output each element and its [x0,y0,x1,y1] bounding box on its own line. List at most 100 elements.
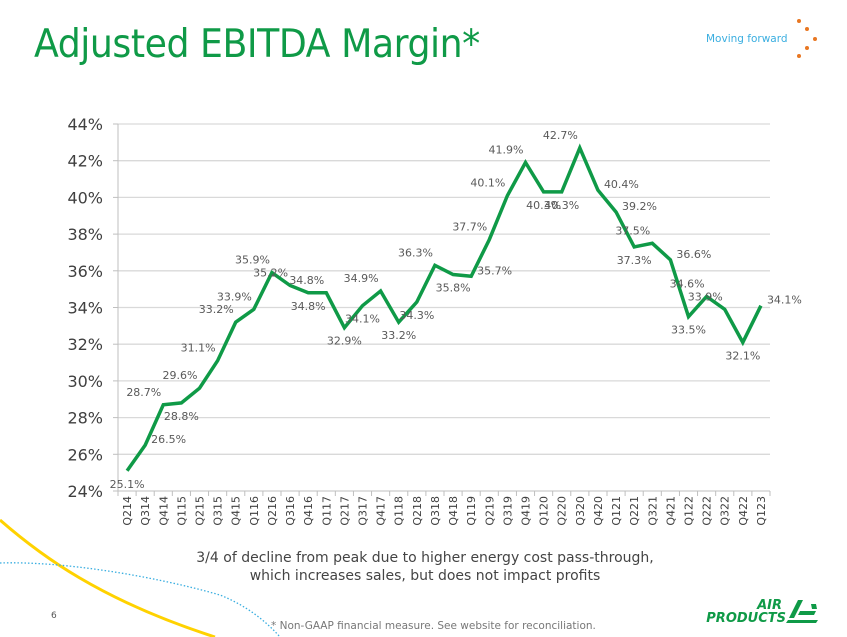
x-tick-label: Q318 [429,496,442,526]
caption-line-1: 3/4 of decline from peak due to higher e… [196,550,654,566]
data-label: 37.5% [615,224,650,237]
x-tick-label: Q119 [465,496,478,526]
data-label: 34.3% [399,309,434,322]
data-label: 28.7% [126,386,161,399]
x-tick-label: Q315 [212,496,225,526]
data-label: 28.8% [164,410,199,423]
x-tick-label: Q320 [574,496,587,526]
x-tick-label: Q417 [375,496,388,526]
tagline: Moving forward [706,33,788,45]
x-tick-label: Q414 [157,496,170,526]
data-label: 26.5% [151,433,186,446]
x-tick-label: Q116 [248,496,261,526]
y-tick-label: 36% [67,262,103,281]
data-label: 41.9% [489,144,524,157]
data-label: 34.9% [344,272,379,285]
y-tick-label: 28% [67,409,103,428]
x-tick-label: Q123 [755,496,768,526]
data-label: 39.2% [622,200,657,213]
footnote: * Non-GAAP financial measure. See websit… [271,620,596,632]
data-label: 33.5% [671,324,706,337]
x-tick-label: Q222 [701,496,714,526]
x-tick-label: Q117 [320,496,333,526]
data-label: 33.2% [381,329,416,342]
data-label: 35.9% [235,254,270,267]
data-label: 34.6% [670,277,705,290]
x-tick-label: Q215 [194,496,207,526]
x-tick-label: Q214 [121,496,134,526]
data-label: 33.9% [688,290,723,303]
air-products-logo: AIR PRODUCTS [706,598,818,626]
x-tick-label: Q217 [338,496,351,526]
data-label: 36.6% [676,248,711,261]
logo-text-products: PRODUCTS [706,611,786,626]
x-tick-label: Q322 [719,496,732,526]
x-tick-label: Q422 [737,496,750,526]
x-tick-label: Q418 [447,496,460,526]
x-axis-tick-labels: Q214 Q314 Q414 Q115 Q215 Q315 Q415 Q116 Q216 Q316… [121,496,768,526]
y-tick-label: 40% [67,188,103,207]
page-number: 6 [51,611,57,621]
series-line [125,143,763,472]
x-tick-label: Q118 [393,496,406,526]
logo-mark-icon [786,600,818,623]
series-line-adjusted-ebitda-margin [125,143,763,472]
y-tick-label: 42% [67,152,103,171]
data-label: 36.3% [398,246,433,259]
data-label: 37.7% [452,221,487,234]
data-label: 29.6% [163,369,198,382]
data-label: 40.3% [526,199,561,212]
data-label: 40.1% [470,177,505,190]
data-label: 25.1% [110,478,145,491]
x-tick-label: Q319 [501,496,514,526]
data-label: 35.7% [477,264,512,277]
x-tick-label: Q416 [302,496,315,526]
ebitda-margin-line-chart: 24% 26% 28% 30% 32% 34% 36% 38% 40% 42% 44% Q214 Q3… [67,115,802,526]
x-tick-label: Q317 [357,496,370,526]
y-tick-label: 44% [67,115,103,134]
caption-line-2: which increases sales, but does not impa… [249,568,601,584]
data-label: 34.8% [291,300,326,313]
logo-text-air: AIR [756,598,782,613]
moving-forward-dots-icon [797,19,817,58]
data-label: 34.8% [289,274,324,287]
data-label: 32.9% [327,335,362,348]
y-tick-label: 26% [67,445,103,464]
x-tick-label: Q321 [646,496,659,526]
x-tick-label: Q314 [139,496,152,526]
data-label: 31.1% [181,342,216,355]
x-tick-label: Q122 [683,496,696,526]
x-tick-label: Q120 [538,496,551,526]
x-tick-label: Q221 [628,496,641,526]
chart-caption: 3/4 of decline from peak due to higher e… [170,549,680,585]
data-label: 35.2% [253,266,288,279]
x-tick-label: Q419 [520,496,533,526]
data-label: 37.3% [617,254,652,267]
data-label: 40.3% [544,199,579,212]
x-tick-label: Q420 [592,496,605,526]
data-label: 32.1% [725,349,760,362]
data-labels: 25.1%26.5%28.7%28.8%29.6%31.1%33.2%33.9%… [110,129,802,491]
y-tick-label: 24% [67,482,103,501]
x-tick-label: Q220 [556,496,569,526]
x-tick-label: Q219 [483,496,496,526]
data-label: 34.1% [767,294,802,307]
y-axis-tick-labels: 24% 26% 28% 30% 32% 34% 36% 38% 40% 42% 44% [67,115,103,501]
axes [113,123,771,496]
y-tick-label: 38% [67,225,103,244]
x-tick-label: Q121 [610,496,623,526]
data-label: 42.7% [543,129,578,142]
x-tick-label: Q316 [284,496,297,526]
y-tick-label: 32% [67,335,103,354]
x-tick-label: Q218 [411,496,424,526]
y-tick-label: 34% [67,299,103,318]
page-title: Adjusted EBITDA Margin* [34,22,480,67]
data-label: 34.1% [345,313,380,326]
x-tick-label: Q415 [230,496,243,526]
data-label: 33.2% [199,303,234,316]
data-label: 33.9% [217,290,252,303]
x-tick-label: Q115 [175,496,188,526]
x-tick-label: Q421 [664,496,677,526]
data-label: 35.8% [436,281,471,294]
data-label: 40.4% [604,178,639,191]
